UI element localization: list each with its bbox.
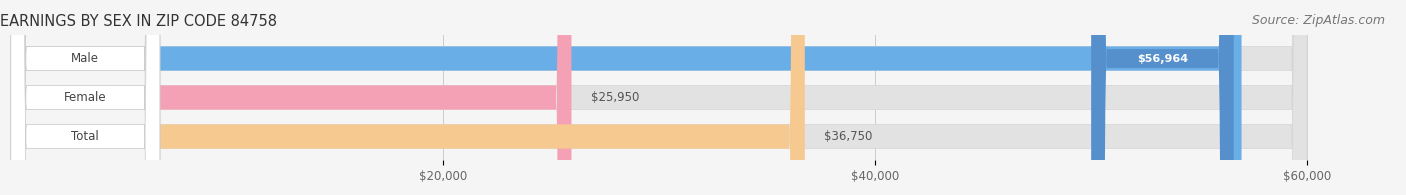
- FancyBboxPatch shape: [11, 0, 1308, 195]
- FancyBboxPatch shape: [11, 0, 160, 195]
- Text: Female: Female: [65, 91, 107, 104]
- Text: $25,950: $25,950: [591, 91, 640, 104]
- Text: Total: Total: [72, 130, 100, 143]
- FancyBboxPatch shape: [11, 0, 160, 195]
- FancyBboxPatch shape: [11, 0, 804, 195]
- FancyBboxPatch shape: [11, 0, 1308, 195]
- Text: Male: Male: [72, 52, 100, 65]
- FancyBboxPatch shape: [11, 0, 1241, 195]
- FancyBboxPatch shape: [1091, 0, 1233, 195]
- Text: Source: ZipAtlas.com: Source: ZipAtlas.com: [1251, 14, 1385, 27]
- Text: $36,750: $36,750: [824, 130, 873, 143]
- FancyBboxPatch shape: [11, 0, 1308, 195]
- Text: $56,964: $56,964: [1137, 53, 1188, 64]
- Text: EARNINGS BY SEX IN ZIP CODE 84758: EARNINGS BY SEX IN ZIP CODE 84758: [0, 14, 277, 29]
- FancyBboxPatch shape: [11, 0, 571, 195]
- FancyBboxPatch shape: [11, 0, 160, 195]
